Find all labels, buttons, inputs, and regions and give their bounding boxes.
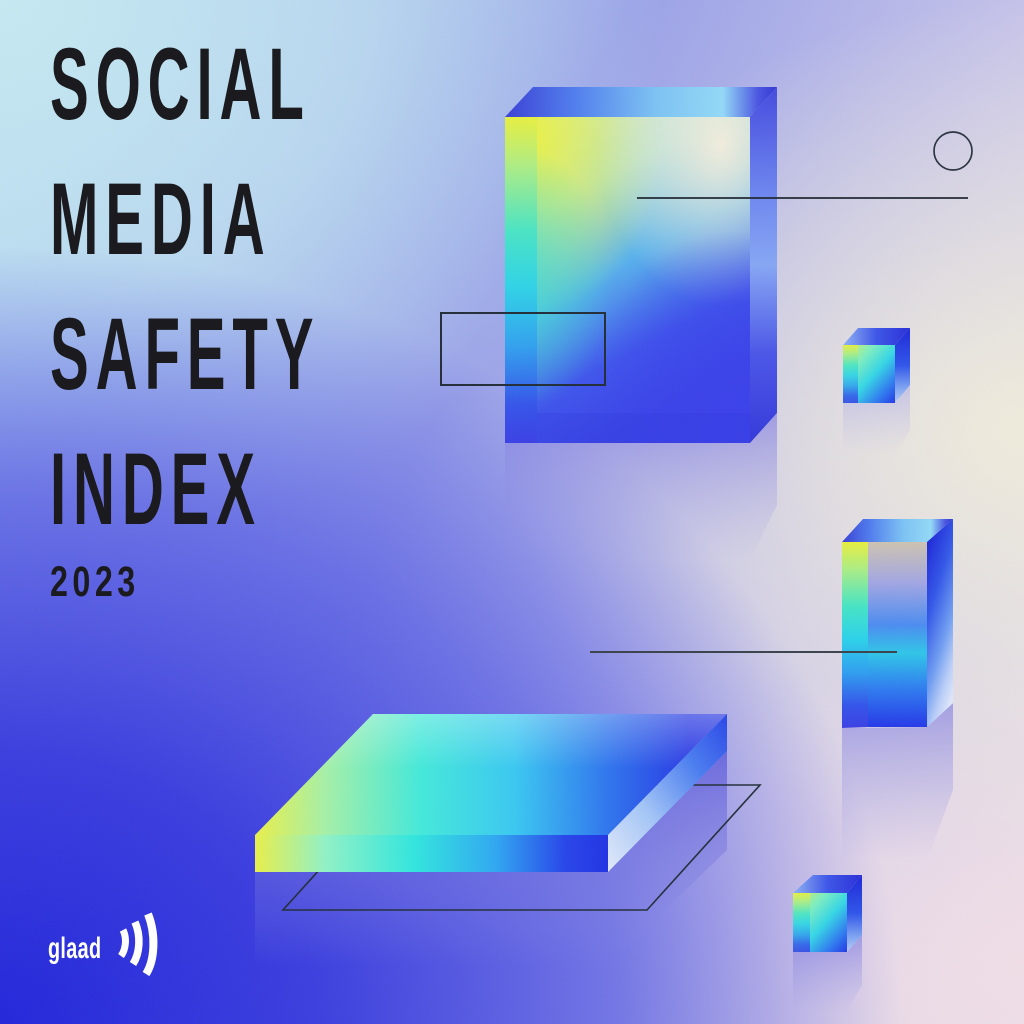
title-line-4: INDEX bbox=[50, 432, 262, 546]
glaad-logo: glaad bbox=[48, 910, 159, 978]
glaad-logo-text: glaad bbox=[48, 932, 102, 965]
title-year: 2023 bbox=[50, 557, 140, 606]
glaad-logo-mark-icon bbox=[117, 912, 158, 977]
title-line-2: MEDIA bbox=[50, 162, 272, 276]
title-line-3: SAFETY bbox=[50, 297, 321, 411]
page-title: SOCIAL MEDIA SAFETY INDEX bbox=[50, 17, 524, 557]
title-line-1: SOCIAL bbox=[50, 27, 311, 141]
